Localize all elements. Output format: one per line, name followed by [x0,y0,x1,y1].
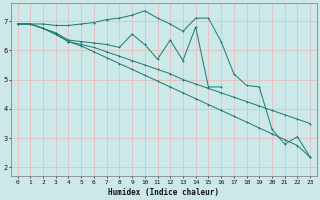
X-axis label: Humidex (Indice chaleur): Humidex (Indice chaleur) [108,188,220,197]
